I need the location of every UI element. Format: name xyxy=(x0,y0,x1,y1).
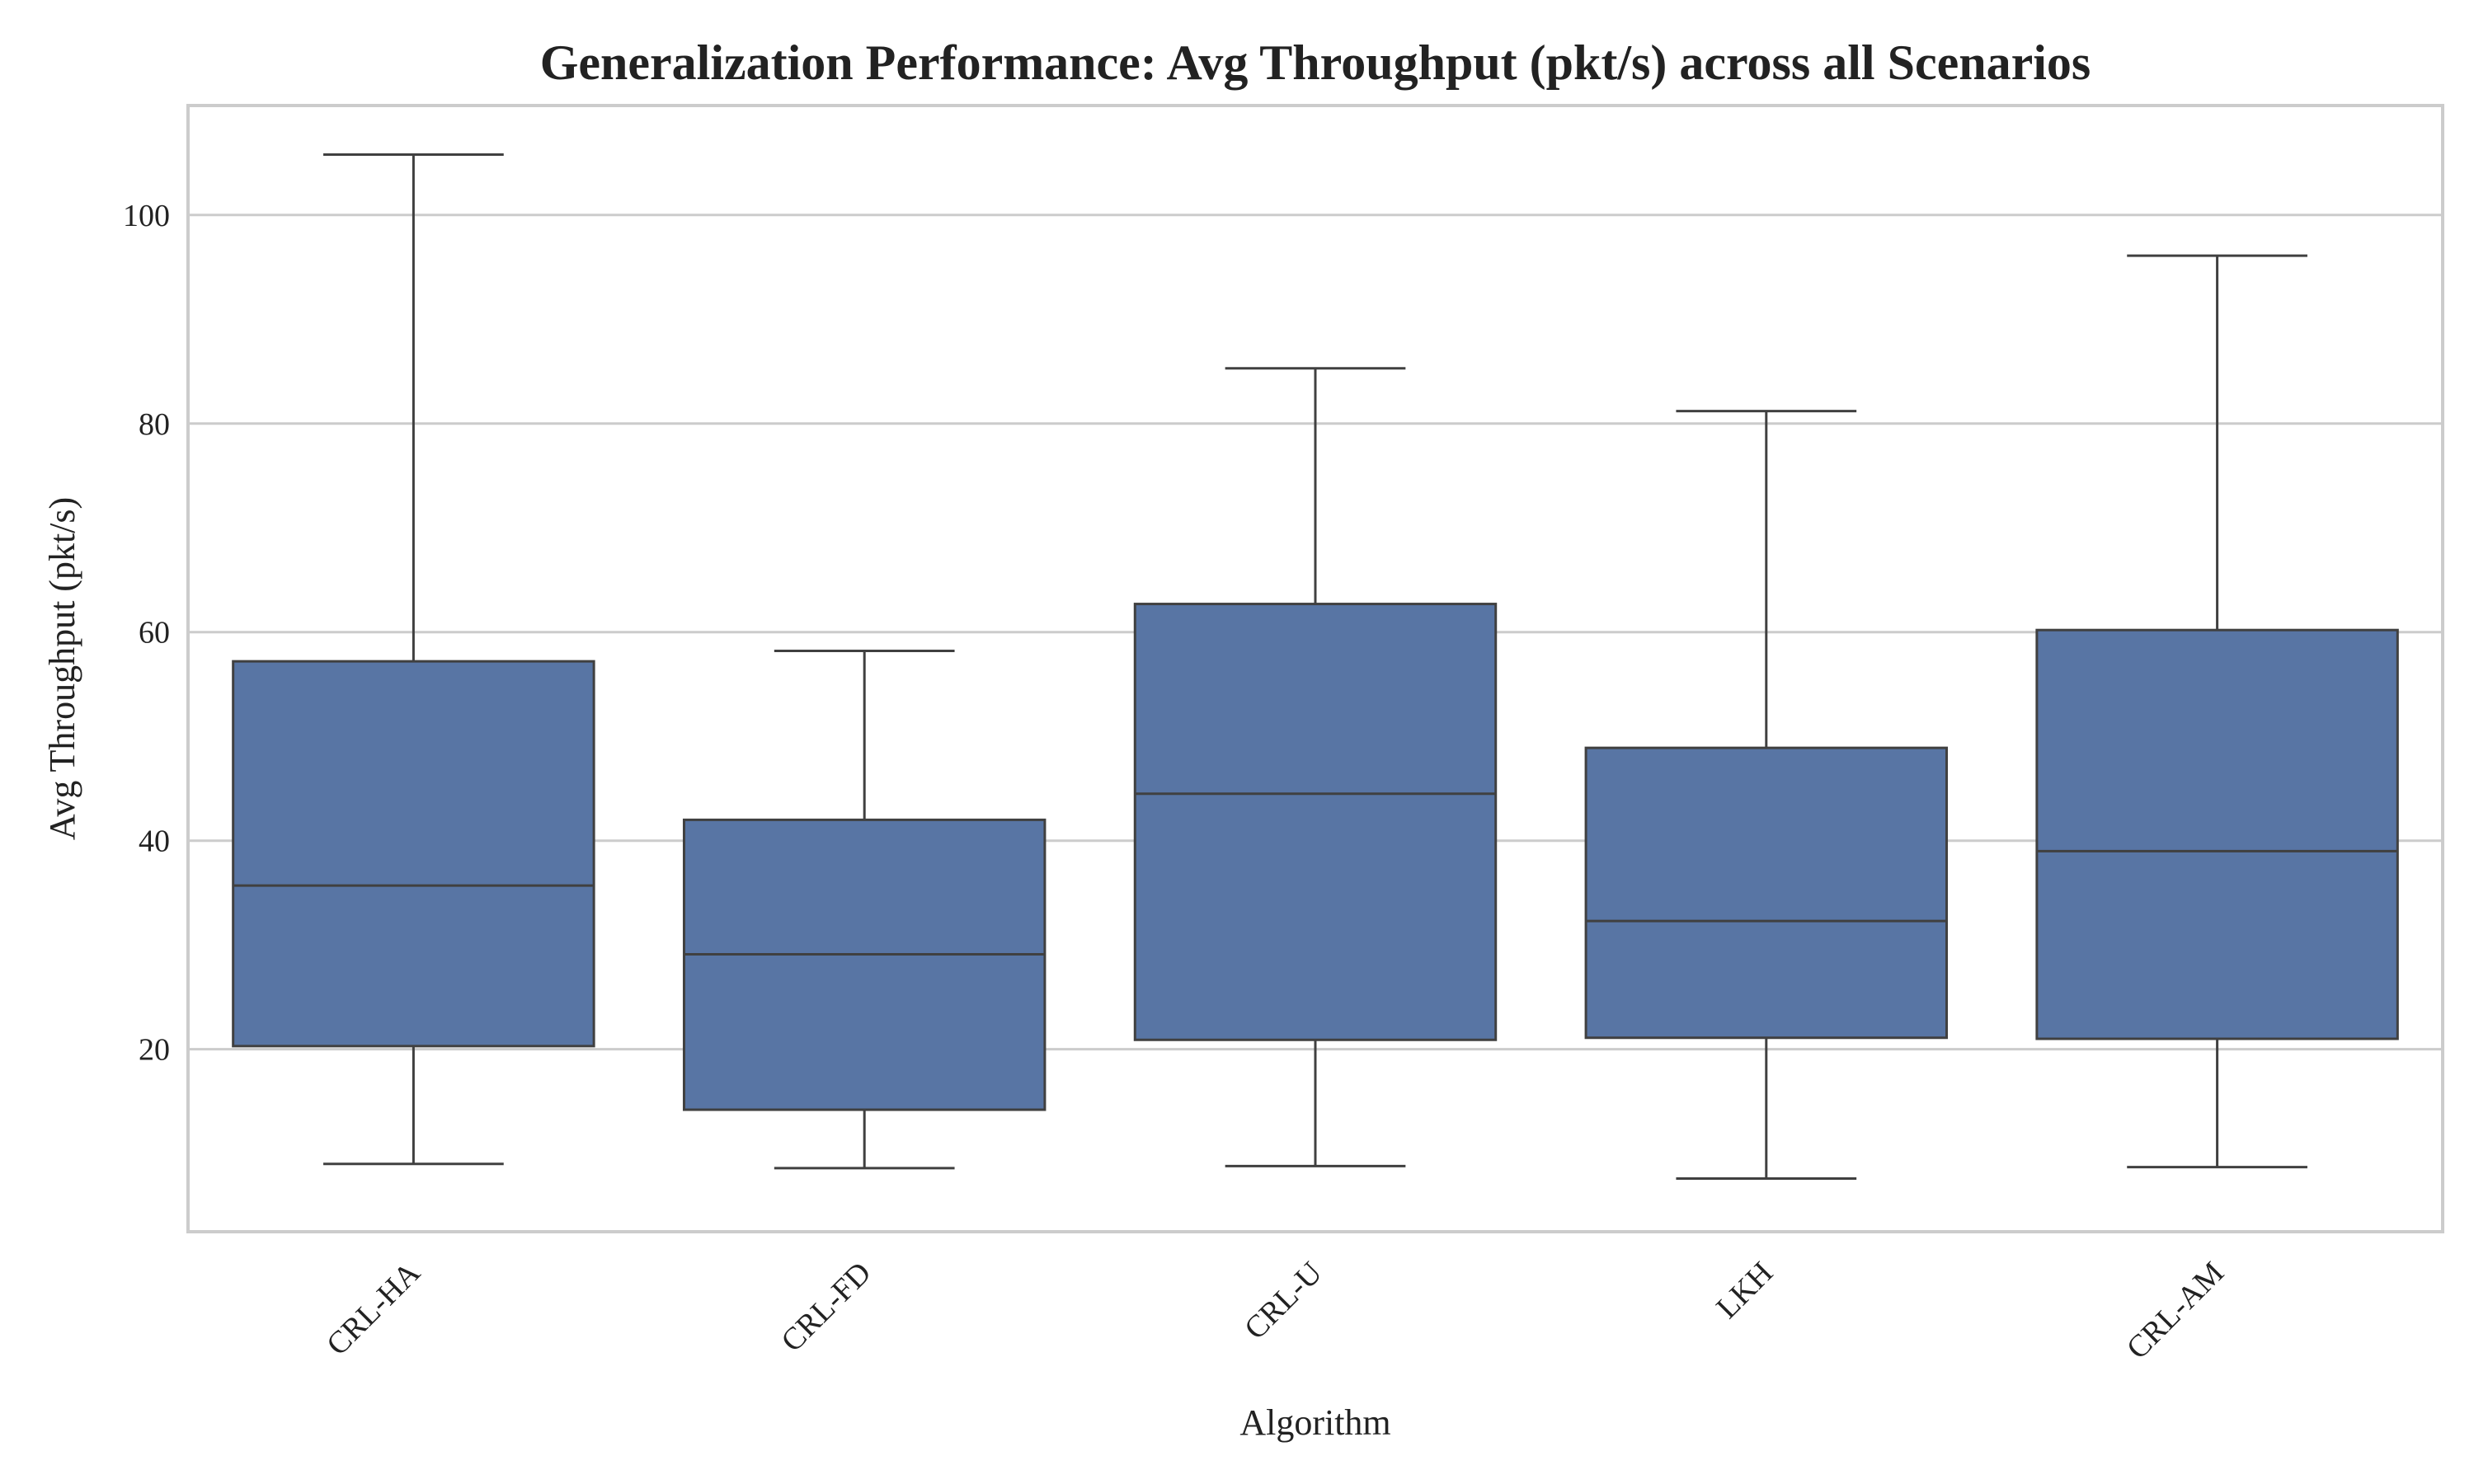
iqr-box-crl-u xyxy=(1133,603,1498,1041)
y-axis-label: Avg Throughput (pkt/s) xyxy=(42,497,82,840)
box-crl-u xyxy=(1133,367,1498,1167)
y-tick-label-40: 40 xyxy=(139,824,170,859)
iqr-box-lkh xyxy=(1584,746,1949,1040)
y-tick-label-80: 80 xyxy=(139,407,170,442)
x-axis-label: Algorithm xyxy=(1239,1402,1390,1443)
box-crl-fd xyxy=(682,649,1047,1170)
box-lkh xyxy=(1584,410,1949,1180)
box-layer xyxy=(232,153,2399,1180)
iqr-box-crl-fd xyxy=(682,818,1047,1111)
y-tick-labels: 20 40 60 80 100 xyxy=(123,199,170,1068)
y-tick-label-60: 60 xyxy=(139,616,170,650)
iqr-box-crl-am xyxy=(2035,628,2399,1040)
y-tick-label-20: 20 xyxy=(139,1033,170,1068)
iqr-box-crl-ha xyxy=(232,660,595,1048)
y-tick-label-100: 100 xyxy=(123,199,170,233)
box-crl-ha xyxy=(232,153,595,1166)
plot-frame xyxy=(186,104,2444,1233)
chart-title: Generalization Performance: Avg Throughp… xyxy=(540,35,2091,90)
box-crl-am xyxy=(2035,254,2399,1169)
